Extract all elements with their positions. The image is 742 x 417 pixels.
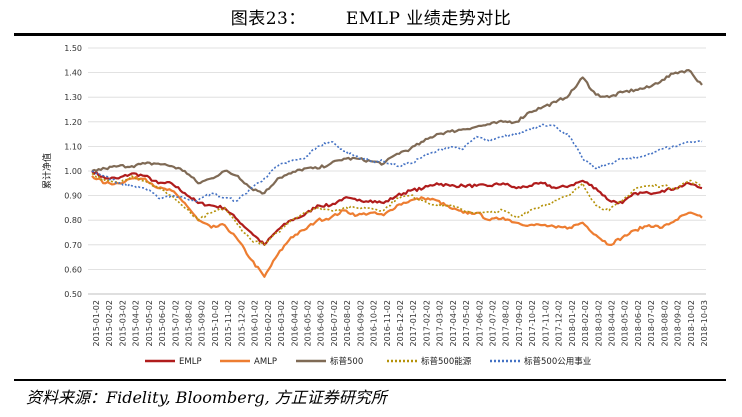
x-tick-label: 2016-05-02 (303, 300, 312, 347)
x-tick-label: 2018-09-02 (674, 300, 683, 347)
y-tick-label: 0.60 (64, 265, 82, 274)
series-line (91, 123, 703, 203)
x-tick-label: 2017-08-02 (502, 300, 511, 347)
x-tick-label: 2018-01-02 (568, 300, 577, 347)
legend-label: EMLP (179, 357, 202, 367)
x-tick-label: 2018-02-02 (581, 300, 590, 347)
title-rule (14, 33, 726, 36)
source-note: 资料来源：Fidelity, Bloomberg, 方正证券研究所 (26, 388, 387, 407)
y-tick-label: 1.50 (64, 44, 82, 53)
x-tick-label: 2015-02-02 (105, 300, 114, 347)
x-tick-label: 2015-03-02 (118, 300, 127, 347)
x-tick-label: 2016-09-02 (356, 300, 365, 347)
x-tick-label: 2015-08-02 (185, 300, 194, 347)
y-tick-label: 1.30 (64, 93, 82, 102)
y-tick-label: 0.80 (64, 216, 82, 225)
x-tick-label: 2018-04-02 (607, 300, 616, 347)
x-tick-label: 2017-04-02 (449, 300, 458, 347)
x-tick-label: 2016-01-02 (251, 300, 260, 347)
x-tick-label: 2016-07-02 (330, 300, 339, 347)
series-line (91, 68, 703, 195)
figure-label: 图表23： (230, 9, 306, 29)
x-tick-label: 2015-06-02 (158, 300, 167, 347)
x-tick-label: 2018-08-02 (660, 300, 669, 347)
y-tick-label: 0.70 (64, 241, 82, 250)
x-tick-label: 2017-11-02 (541, 300, 550, 347)
x-tick-label: 2015-12-02 (237, 300, 246, 347)
legend: EMLP AMLP 标普500 标普500能源 标普500公用事业 (145, 356, 591, 367)
x-tick-label: 2016-04-02 (290, 300, 299, 347)
x-tick-label: 2018-05-02 (621, 300, 630, 347)
y-tick-label: 1.20 (64, 118, 82, 127)
legend-label: 标普500 (330, 356, 363, 367)
y-tick-label: 1.10 (64, 142, 82, 151)
y-tick-label: 1.00 (64, 167, 82, 176)
x-tick-label: 2017-12-02 (555, 300, 564, 347)
y-tick-label: 0.50 (64, 290, 82, 299)
x-tick-label: 2018-07-02 (647, 300, 656, 347)
x-tick-label: 2018-10-02 (687, 300, 696, 347)
x-tick-label: 2017-02-02 (422, 300, 431, 347)
x-tick-label: 2016-02-02 (264, 300, 273, 347)
x-tick-label: 2016-12-02 (396, 300, 405, 347)
series-line (91, 170, 703, 246)
legend-label: AMLP (254, 357, 277, 367)
x-tick-label: 2017-05-02 (462, 300, 471, 347)
grid-lines (88, 47, 706, 295)
x-axis-ticks: 2015-01-02 2015-02-02 2015-03-02 2015-04-02… (92, 300, 709, 347)
y-axis-label: 累计净值 (41, 153, 53, 189)
x-tick-label: 2018-03-02 (594, 300, 603, 347)
x-tick-label: 2018-10-03 (700, 300, 709, 347)
series-lines (91, 68, 703, 278)
x-tick-label: 2015-07-02 (171, 300, 180, 347)
series-line (91, 175, 703, 278)
source-rule (14, 379, 726, 381)
x-tick-label: 2017-03-02 (436, 300, 445, 347)
x-tick-label: 2017-09-02 (515, 300, 524, 347)
x-tick-label: 2015-09-02 (198, 300, 207, 347)
legend-label: 标普500公用事业 (524, 356, 591, 367)
y-axis-ticks: 1.50 1.40 1.30 1.20 1.10 1.00 0.90 0.80 0.70 0.60… (64, 44, 82, 299)
x-tick-label: 2017-06-02 (475, 300, 484, 347)
x-tick-label: 2015-04-02 (132, 300, 141, 347)
x-tick-label: 2015-11-02 (224, 300, 233, 347)
x-tick-label: 2015-01-02 (92, 300, 101, 347)
x-tick-label: 2016-10-02 (370, 300, 379, 347)
legend-label: 标普500能源 (421, 356, 472, 367)
x-tick-label: 2016-06-02 (317, 300, 326, 347)
x-tick-label: 2015-10-02 (211, 300, 220, 347)
x-tick-label: 2018-06-02 (634, 300, 643, 347)
figure-title-text: EMLP 业绩走势对比 (345, 9, 512, 29)
x-tick-label: 2017-07-02 (489, 300, 498, 347)
x-tick-label: 2015-05-02 (145, 300, 154, 347)
x-tick-label: 2016-08-02 (343, 300, 352, 347)
x-tick-label: 2016-03-02 (277, 300, 286, 347)
x-tick-label: 2017-10-02 (528, 300, 537, 347)
x-tick-label: 2016-11-02 (383, 300, 392, 347)
y-tick-label: 1.40 (64, 69, 82, 78)
y-tick-label: 0.90 (64, 192, 82, 201)
figure-title: 图表23： EMLP 业绩走势对比 (0, 4, 742, 29)
series-line (91, 172, 703, 246)
x-tick-label: 2017-01-02 (409, 300, 418, 347)
